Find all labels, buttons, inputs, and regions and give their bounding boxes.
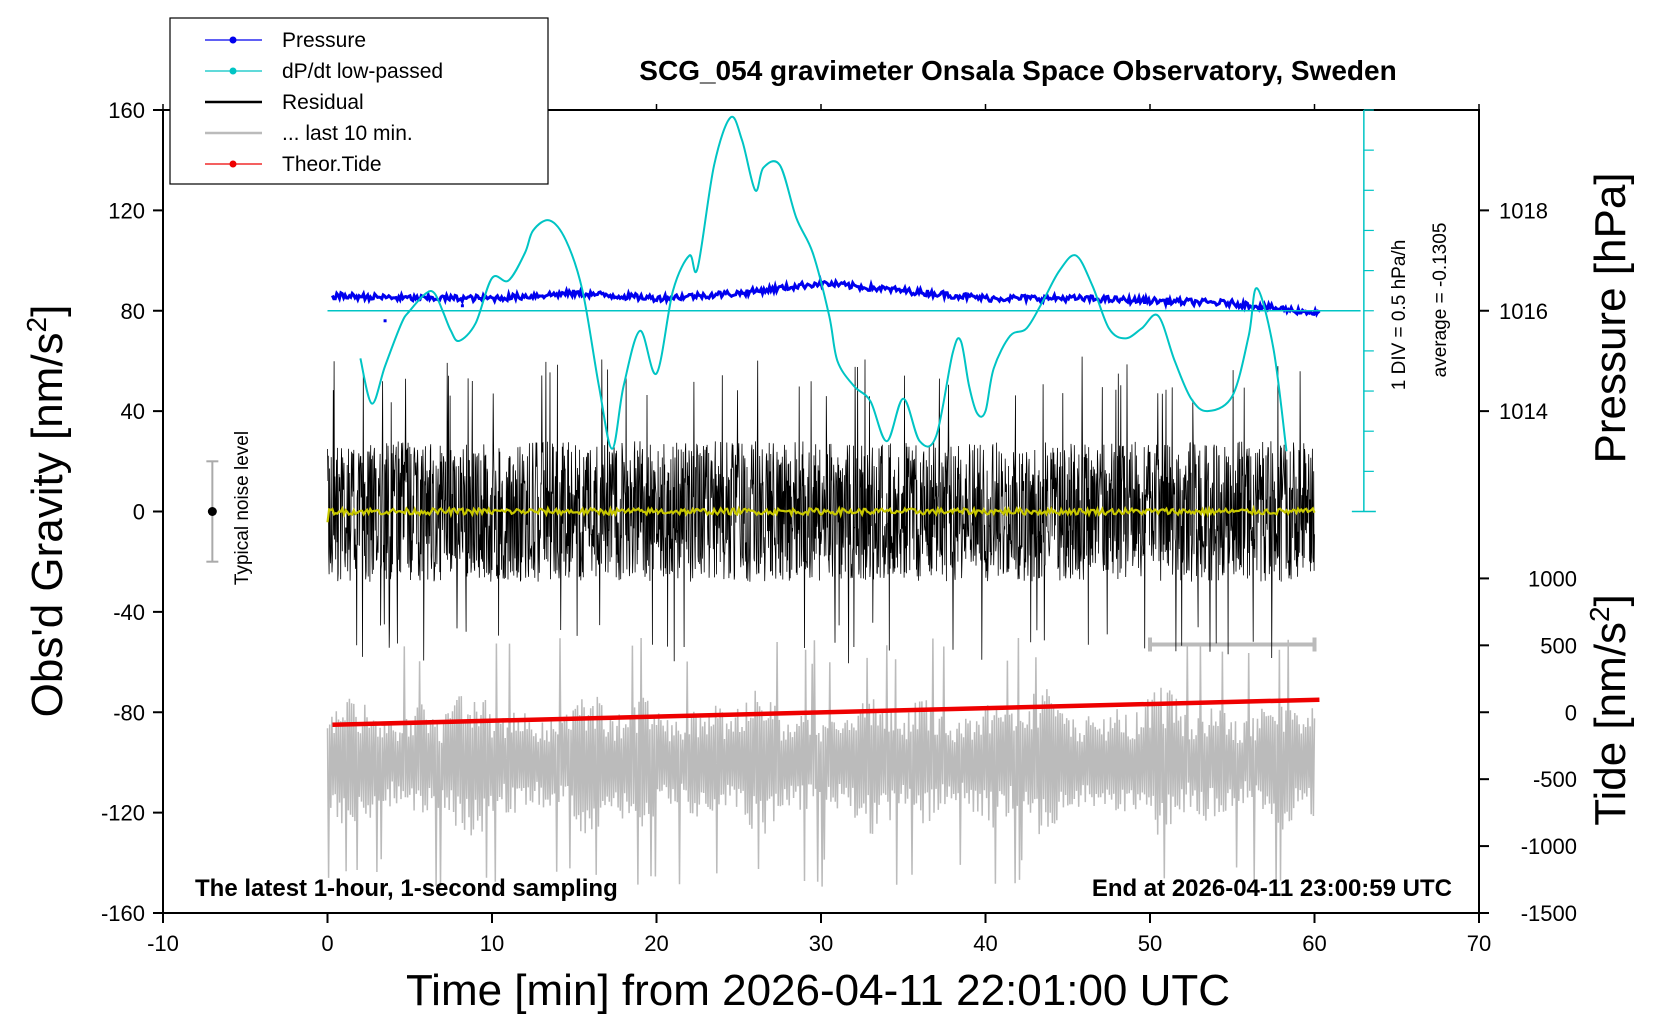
noise-level-label: Typical noise level: [232, 431, 253, 585]
tide-tick-label: -500: [1533, 767, 1577, 792]
pressure-tick-label: 1014: [1499, 399, 1548, 424]
x-tick-label: 0: [321, 931, 333, 956]
footer-left-text: The latest 1-hour, 1-second sampling: [195, 875, 618, 902]
tide-tick-label: 1000: [1528, 566, 1577, 591]
legend-label: Residual: [282, 91, 364, 114]
noise-bar-center-dot: [207, 507, 217, 516]
pressure-outlier-dot: [460, 304, 464, 308]
tide-tick-label: -1500: [1521, 901, 1577, 926]
y-tick-label: -160: [101, 901, 145, 926]
pressure-outlier-dot: [1281, 307, 1285, 311]
dpdt-average-label: average = -0.1305: [1430, 223, 1451, 378]
pressure-tick-label: 1016: [1499, 299, 1548, 324]
legend-label: dP/dt low-passed: [282, 60, 443, 83]
theoretical-tide-line: [332, 697, 1320, 728]
y-tick-label: -40: [113, 600, 145, 625]
pressure-outlier-dot: [383, 319, 387, 323]
x-axis-title: Time [min] from 2026-04-11 22:01:00 UTC: [406, 966, 1230, 1015]
residual-smoothed-series: [326, 504, 1316, 523]
axes: -10 0 10 20 30 40 50 60 70 160 120 80 40 0 -40 -80 -120 -…: [101, 98, 1577, 956]
y-tick-label: 160: [108, 98, 145, 123]
y-axis-title-left: Obs'd Gravity [nm/s2]: [21, 305, 72, 718]
x-tick-label: 40: [973, 931, 997, 956]
dpdt-lowpassed-series: [327, 109, 1376, 513]
theoretical-tide-series: [332, 697, 1320, 728]
residual-line: [327, 356, 1315, 664]
y-tick-label: -80: [113, 700, 145, 725]
legend-label: Theor.Tide: [282, 153, 382, 176]
chart-title: SCG_054 gravimeter Onsala Space Observat…: [639, 55, 1396, 86]
residual-smoothed-line: [326, 504, 1316, 523]
pressure-tick-label: 1018: [1499, 198, 1548, 223]
y-axis-title-pressure: Pressure [hPa]: [1586, 172, 1635, 463]
residual-series: [327, 356, 1315, 664]
last-10-min-line: [326, 637, 1316, 888]
legend-marker: [229, 36, 237, 44]
pressure-series: [331, 274, 1321, 323]
dpdt-line: [359, 115, 1288, 452]
x-tick-label: 20: [644, 931, 668, 956]
tide-tick-label: 500: [1540, 633, 1577, 658]
legend-label: ... last 10 min.: [282, 122, 413, 145]
annotation-marks: [206, 460, 219, 563]
footer-right-text: End at 2026-04-11 23:00:59 UTC: [1092, 875, 1452, 902]
tide-tick-label: -1000: [1521, 834, 1577, 859]
legend-label: Pressure: [282, 29, 366, 52]
tide-tick-label: 0: [1565, 700, 1577, 725]
x-tick-label: 30: [809, 931, 833, 956]
y-tick-label: 120: [108, 198, 145, 223]
x-tick-label: 10: [480, 931, 504, 956]
x-tick-label: 70: [1467, 931, 1491, 956]
y-tick-label: 0: [133, 500, 145, 525]
y-axis-title-tide: Tide [nm/s2]: [1584, 594, 1635, 826]
x-tick-label: 50: [1138, 931, 1162, 956]
legend-marker: [229, 67, 237, 75]
x-tick-label: -10: [147, 931, 179, 956]
y-tick-label: -120: [101, 801, 145, 826]
pressure-line: [331, 274, 1321, 318]
legend-marker: [229, 160, 237, 168]
y-tick-label: 80: [121, 299, 145, 324]
last-10-min-series: [326, 637, 1317, 888]
x-tick-label: 60: [1302, 931, 1326, 956]
dpdt-scale-label: 1 DIV = 0.5 hPa/h: [1389, 240, 1410, 391]
y-tick-label: 40: [121, 399, 145, 424]
legend: Pressure dP/dt low-passed Residual ... last…: [169, 17, 549, 185]
